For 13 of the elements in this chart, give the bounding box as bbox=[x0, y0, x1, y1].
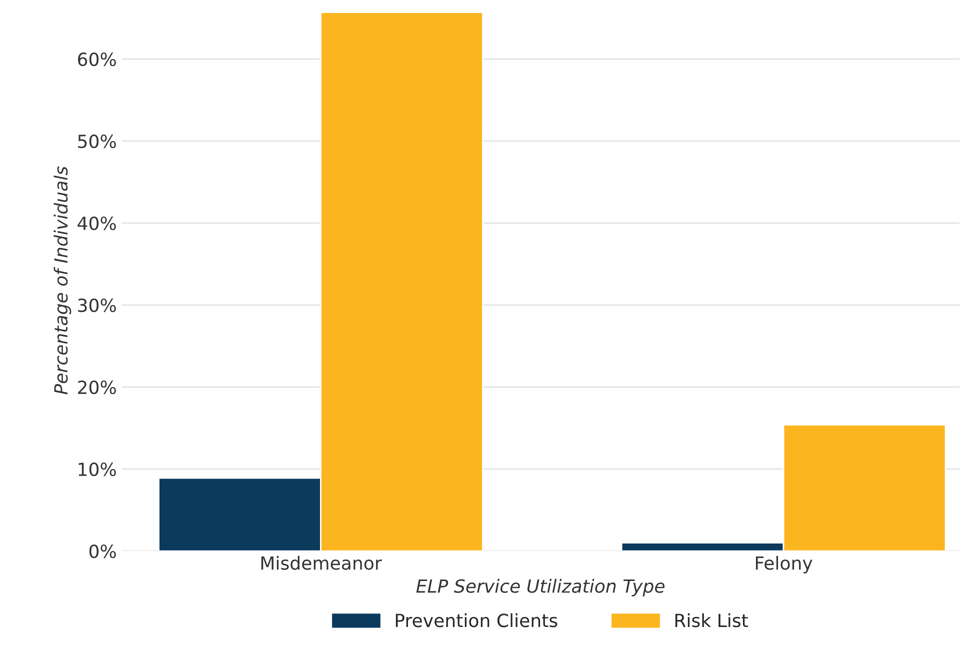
y-axis-title: Percentage of Individuals bbox=[54, 166, 72, 394]
y-tick-label: 10% bbox=[78, 462, 116, 476]
y-tick-label: 30% bbox=[78, 298, 116, 312]
x-axis-title: ELP Service Utilization Type bbox=[416, 578, 665, 596]
y-tick-label: 0% bbox=[89, 544, 116, 558]
x-tick-label: Misdemeanor bbox=[261, 556, 382, 570]
y-tick-label: 50% bbox=[78, 134, 116, 148]
legend-label: Risk List bbox=[675, 613, 748, 628]
legend-label: Prevention Clients bbox=[396, 613, 558, 628]
y-tick-label: 40% bbox=[78, 216, 116, 230]
x-tick-label: Felony bbox=[756, 556, 812, 574]
y-tick-label: 20% bbox=[78, 380, 116, 394]
y-tick-label: 60% bbox=[78, 52, 116, 66]
